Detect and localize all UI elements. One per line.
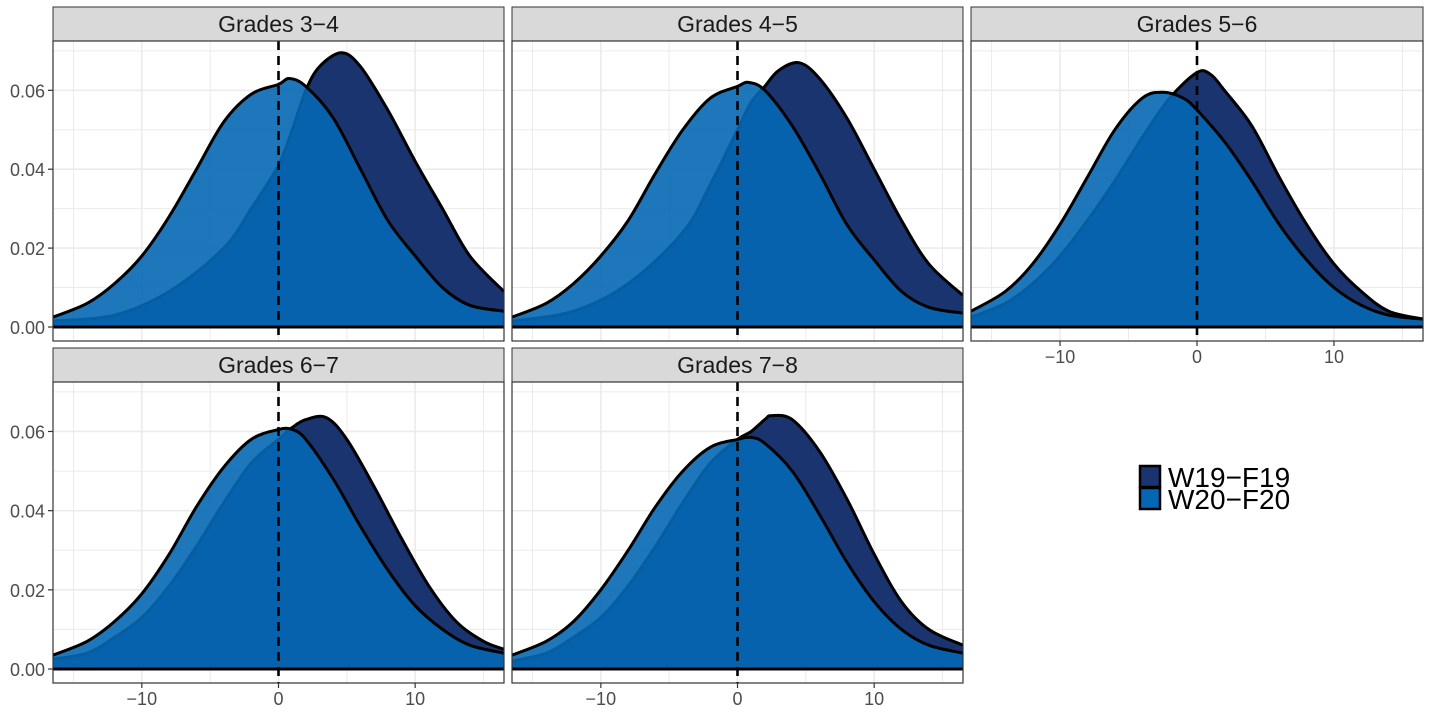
legend-label: W20−F20 bbox=[1168, 484, 1290, 515]
y-tick-label: 0.06 bbox=[10, 422, 45, 442]
density-line-w20-f20 bbox=[512, 80, 963, 319]
x-tick-label: 10 bbox=[864, 689, 884, 709]
y-tick-label: 0.04 bbox=[10, 502, 45, 522]
facet-strip bbox=[52, 347, 505, 383]
panel-border bbox=[52, 40, 505, 342]
facet-strip bbox=[511, 6, 964, 42]
y-tick-label: 0.00 bbox=[10, 660, 45, 680]
facet-strip bbox=[970, 6, 1424, 42]
facet-title: Grades 3−4 bbox=[218, 11, 339, 37]
x-tick-label: 0 bbox=[732, 689, 742, 709]
panel-border bbox=[511, 40, 964, 342]
facet-title: Grades 7−8 bbox=[677, 352, 798, 378]
facet-panel: Grades 3−4 0.00 0.02 0.04 0.06 bbox=[10, 6, 505, 342]
legend-key bbox=[1138, 486, 1162, 511]
density-area-w20-f20 bbox=[53, 78, 504, 328]
x-tick-label: −10 bbox=[586, 689, 617, 709]
facet-title: Grades 4−5 bbox=[677, 11, 798, 37]
legend-key bbox=[1138, 464, 1162, 489]
x-tick-label: −10 bbox=[1045, 347, 1076, 367]
density-line-w20-f20 bbox=[53, 76, 504, 319]
y-tick-label: 0.02 bbox=[10, 239, 45, 259]
x-tick-label: 10 bbox=[1324, 347, 1344, 367]
legend-label: W19−F19 bbox=[1168, 462, 1290, 493]
facet-strip bbox=[511, 347, 964, 383]
y-tick-label: 0.04 bbox=[10, 160, 45, 180]
facet-panel: Grades 4−5 bbox=[511, 6, 964, 342]
density-line-w20-f20 bbox=[512, 435, 963, 657]
x-tick-label: 10 bbox=[405, 689, 425, 709]
density-line-w20-f20 bbox=[53, 426, 504, 657]
x-tick-label: 0 bbox=[1192, 347, 1202, 367]
facet-title: Grades 5−6 bbox=[1137, 11, 1258, 37]
facet-panel: Grades 7−8 −10 0 10 bbox=[511, 347, 964, 709]
facet-strip bbox=[52, 6, 505, 42]
facet-panel: Grades 5−6 −10 0 10 bbox=[970, 6, 1424, 367]
facet-title: Grades 6−7 bbox=[218, 352, 339, 378]
x-tick-label: −10 bbox=[127, 689, 158, 709]
y-tick-label: 0.06 bbox=[10, 81, 45, 101]
x-tick-label: 0 bbox=[273, 689, 283, 709]
y-tick-label: 0.02 bbox=[10, 581, 45, 601]
density-line-w20-f20 bbox=[971, 90, 1423, 321]
density-area-w20-f20 bbox=[512, 82, 963, 327]
y-tick-label: 0.00 bbox=[10, 318, 45, 338]
facet-panel: Grades 6−7 0.00 0.02 0.04 0.06 −10 0 10 bbox=[10, 347, 505, 709]
